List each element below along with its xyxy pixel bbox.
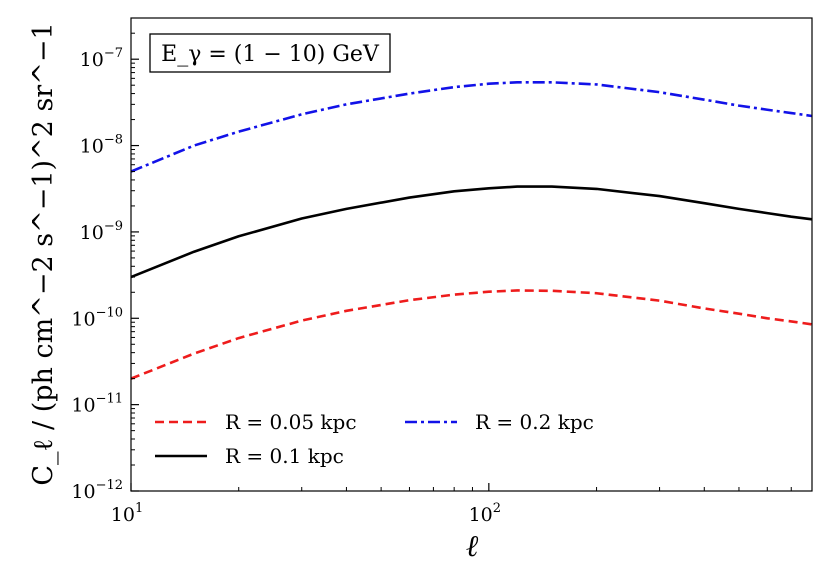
legend-label-1: R = 0.1 kpc <box>225 444 344 468</box>
y-tick-label-4: 10−8 <box>80 133 123 158</box>
legend-label-2: R = 0.2 kpc <box>475 410 594 434</box>
energy-annotation: E_γ = (1 − 10) GeV <box>149 33 391 73</box>
y-tick-label-3: 10−9 <box>80 219 123 244</box>
y-tick-label-5: 10−7 <box>80 46 123 71</box>
y-axis-label: C_ℓ / (ph cm^−2 s^−1)^2 sr^−1 <box>28 22 59 485</box>
legend-label-0: R = 0.05 kpc <box>225 410 357 434</box>
series-line-2 <box>130 81 813 173</box>
x-tick-label-1: 102 <box>469 501 501 526</box>
y-tick-label-2: 10−10 <box>71 305 123 330</box>
plot-frame <box>130 17 813 492</box>
energy-annotation-text: E_γ = (1 − 10) GeV <box>161 42 380 67</box>
legend: R = 0.05 kpc R = 0.1 kpc R = 0.2 kpc <box>155 410 594 468</box>
series-line-1 <box>130 185 813 279</box>
y-tick-label-1: 10−11 <box>71 392 123 417</box>
y-tick-label-0: 10−12 <box>71 478 123 503</box>
series-line-0 <box>130 289 813 380</box>
x-axis-label: ℓ <box>466 529 479 564</box>
x-tick-label-0: 101 <box>111 501 143 526</box>
